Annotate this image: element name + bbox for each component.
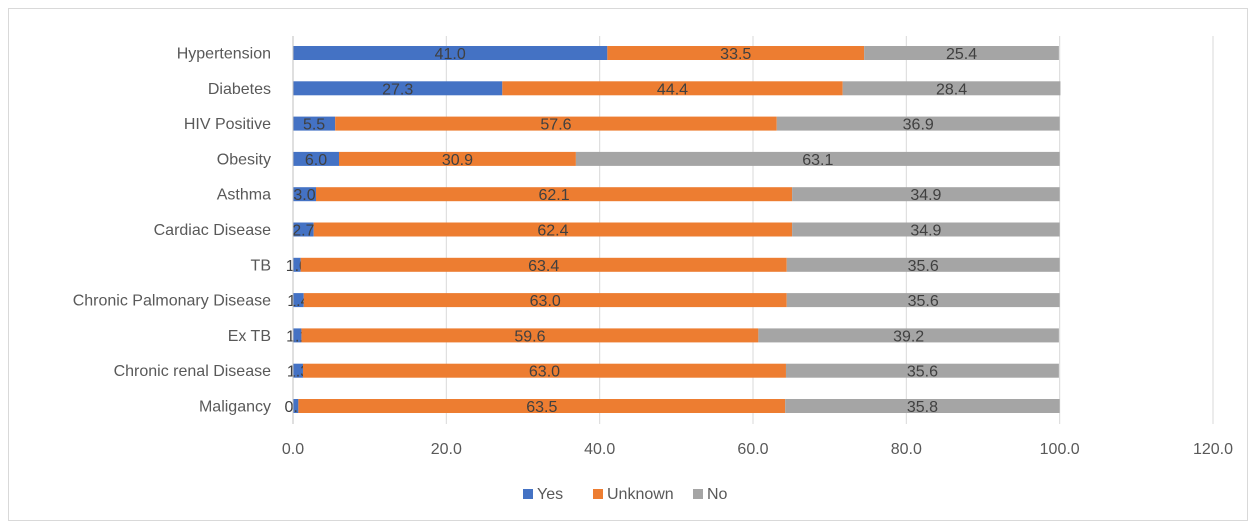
data-label-unknown: 63.0 xyxy=(530,293,561,310)
data-label-no: 35.6 xyxy=(907,364,938,381)
bar-yes-chronic-renal-disease xyxy=(293,363,303,378)
bar-yes-diabetes xyxy=(293,81,503,96)
category-label-ex-tb: Ex TB xyxy=(228,328,271,345)
data-label-unknown: 44.4 xyxy=(657,81,688,98)
bar-unknown-hiv-positive xyxy=(335,116,777,131)
bar-yes-hiv-positive xyxy=(293,116,336,131)
bar-unknown-cardiac-disease xyxy=(313,222,793,237)
bar-unknown-obesity xyxy=(339,151,576,166)
category-label-asthma: Asthma xyxy=(217,187,271,204)
bar-no-asthma xyxy=(792,187,1060,202)
legend-label-no: No xyxy=(707,486,728,503)
data-label-no: 39.2 xyxy=(893,328,924,345)
bar-no-cardiac-disease xyxy=(792,222,1060,237)
category-label-chronic-renal-disease: Chronic renal Disease xyxy=(114,363,272,380)
bar-no-chronic-palmonary-disease xyxy=(786,293,1060,308)
data-label-no: 25.4 xyxy=(946,46,977,63)
data-label-no: 34.9 xyxy=(910,187,941,204)
data-label-yes: 27.3 xyxy=(382,81,413,98)
legend: Yes Unknown No xyxy=(523,486,728,503)
category-label-tb: TB xyxy=(251,257,271,274)
data-label-unknown: 33.5 xyxy=(720,46,751,63)
data-label-unknown: 59.6 xyxy=(514,328,545,345)
data-label-no: 35.8 xyxy=(907,399,938,416)
category-label-hypertension: Hypertension xyxy=(177,46,271,63)
x-tick-label: 80.0 xyxy=(891,441,922,458)
data-label-unknown: 63.4 xyxy=(528,258,559,275)
bar-unknown-maligancy xyxy=(298,399,786,413)
bar-unknown-diabetes xyxy=(502,81,843,96)
data-label-unknown: 63.0 xyxy=(529,364,560,381)
legend-swatch-unknown xyxy=(593,489,603,499)
bar-unknown-asthma xyxy=(316,187,793,202)
bar-yes-hypertension xyxy=(293,46,608,60)
data-label-yes: 5.5 xyxy=(303,117,325,134)
data-label-no: 35.6 xyxy=(908,258,939,275)
legend-label-unknown: Unknown xyxy=(607,486,674,503)
bar-no-maligancy xyxy=(785,399,1060,413)
data-label-unknown: 62.4 xyxy=(537,223,568,240)
category-label-obesity: Obesity xyxy=(217,151,271,168)
category-label-chronic-palmonary-disease: Chronic Palmonary Disease xyxy=(73,293,271,310)
bar-no-obesity xyxy=(575,151,1060,166)
bar-no-diabetes xyxy=(842,81,1061,96)
bar-yes-obesity xyxy=(293,151,339,166)
bar-unknown-hypertension xyxy=(607,46,865,60)
bar-no-hypertension xyxy=(864,46,1059,60)
bar-no-chronic-renal-disease xyxy=(785,363,1059,378)
bar-unknown-chronic-renal-disease xyxy=(302,363,786,378)
bar-unknown-tb xyxy=(300,257,787,272)
category-label-diabetes: Diabetes xyxy=(208,81,271,98)
legend-swatch-yes xyxy=(523,489,533,499)
bar-yes-chronic-palmonary-disease xyxy=(293,293,304,308)
data-label-yes: 2.7 xyxy=(292,223,314,240)
data-label-unknown: 63.5 xyxy=(526,399,557,416)
data-label-yes: 3.0 xyxy=(293,187,315,204)
x-tick-label: 60.0 xyxy=(737,441,768,458)
bar-yes-asthma xyxy=(293,187,316,202)
data-label-unknown: 57.6 xyxy=(540,117,571,134)
data-label-no: 34.9 xyxy=(910,223,941,240)
bar-unknown-chronic-palmonary-disease xyxy=(303,293,787,308)
data-label-no: 63.1 xyxy=(802,152,833,169)
bar-yes-tb xyxy=(293,257,301,272)
category-label-hiv-positive: HIV Positive xyxy=(184,116,271,133)
bar-no-ex-tb xyxy=(758,328,1059,343)
x-tick-label: 120.0 xyxy=(1193,441,1233,458)
x-tick-label: 40.0 xyxy=(584,441,615,458)
legend-swatch-no xyxy=(693,489,703,499)
data-label-yes: 6.0 xyxy=(305,152,327,169)
bar-yes-maligancy xyxy=(293,399,299,413)
legend-label-yes: Yes xyxy=(537,486,563,503)
data-label-no: 36.9 xyxy=(903,117,934,134)
category-label-cardiac-disease: Cardiac Disease xyxy=(154,222,271,239)
x-tick-label: 20.0 xyxy=(431,441,462,458)
x-tick-label: 100.0 xyxy=(1040,441,1080,458)
bar-unknown-ex-tb xyxy=(301,328,759,343)
data-label-unknown: 30.9 xyxy=(442,152,473,169)
bar-no-hiv-positive xyxy=(776,116,1060,131)
data-label-no: 35.6 xyxy=(908,293,939,310)
bar-yes-ex-tb xyxy=(293,328,302,343)
category-label-maligancy: Maligancy xyxy=(199,399,271,416)
data-label-yes: 41.0 xyxy=(435,46,466,63)
data-label-unknown: 62.1 xyxy=(538,187,569,204)
bar-yes-cardiac-disease xyxy=(293,222,314,237)
bar-no-tb xyxy=(786,257,1060,272)
data-label-no: 28.4 xyxy=(936,81,967,98)
x-tick-label: 0.0 xyxy=(282,441,304,458)
